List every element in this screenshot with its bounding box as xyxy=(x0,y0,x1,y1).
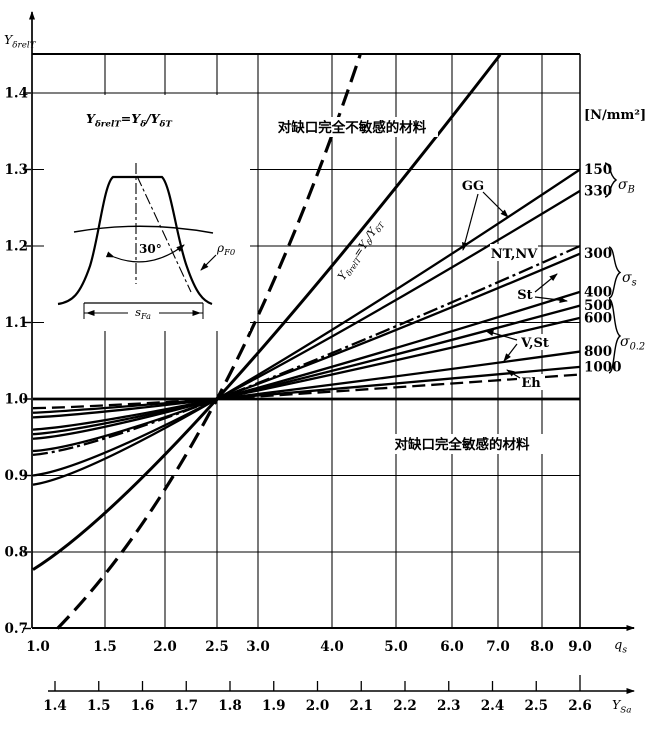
brace-group-2 xyxy=(608,298,622,374)
leader-arrow-St xyxy=(534,296,568,304)
ysa-tick-label-2.4: 2.4 xyxy=(481,698,505,714)
dim-label-bg xyxy=(128,304,159,319)
strength-value-150: 150 xyxy=(584,162,612,178)
material-label-bg xyxy=(515,334,555,350)
fillet-radius-arrow xyxy=(200,254,217,271)
y-tick-label-1.3: 1.3 xyxy=(5,162,29,178)
brace-group-0 xyxy=(604,162,618,198)
material-label-VSt: V,St xyxy=(520,336,549,351)
sigma-symbol-1: σs xyxy=(622,270,637,289)
tangent-30deg-line xyxy=(136,175,192,293)
material-label-bg xyxy=(490,244,538,261)
ysa-tick-label-2.2: 2.2 xyxy=(393,698,417,714)
ysa-tick-label-2.3: 2.3 xyxy=(437,698,461,714)
material-label-bg xyxy=(455,174,491,193)
ysa-tick-label-1.5: 1.5 xyxy=(87,698,111,714)
ysa-tick-label-1.4: 1.4 xyxy=(43,698,67,714)
tooth-profile-group xyxy=(57,163,214,306)
y-axis-label: YδrelT xyxy=(4,32,37,50)
leader-arrow-GG xyxy=(482,191,509,218)
x-tick-label-9: 9.0 xyxy=(568,639,592,655)
y-tick-label-0.9: 0.9 xyxy=(5,468,29,484)
limit-line-dashed xyxy=(56,54,362,630)
region-label-notch-sensitive-bg xyxy=(378,434,546,454)
leader-arrow-Eh xyxy=(506,369,521,379)
chord-sFa-label: sFa xyxy=(135,305,151,321)
y-tick-label-1.1: 1.1 xyxy=(5,315,29,331)
fillet-radius-label: ρF0 xyxy=(216,241,236,257)
strength-value-600: 600 xyxy=(584,310,612,326)
x-tick-label-1.5: 1.5 xyxy=(93,639,117,655)
region-label-notch-insensitive-bg xyxy=(266,117,438,137)
inset-formula: YδrelT=Yδ/YδT xyxy=(86,111,173,129)
brace-group-1 xyxy=(608,246,622,299)
sigma-symbol-0: σB xyxy=(618,177,635,196)
region-label-notch-sensitive: 对缺口完全敏感的材料 xyxy=(395,436,530,453)
material-label-bg xyxy=(517,374,545,390)
leader-arrow-St xyxy=(534,273,558,293)
x-tick-label-2: 2.0 xyxy=(153,639,177,655)
unit-label: [N/mm²] xyxy=(584,108,646,123)
y-tick-label-0.7: 0.7 xyxy=(5,621,29,637)
strength-value-800: 800 xyxy=(584,344,612,360)
strength-value-300: 300 xyxy=(584,246,612,262)
ysa-tick-label-2: 2.0 xyxy=(306,698,330,714)
ysa-tick-label-1.7: 1.7 xyxy=(175,698,199,714)
inset-tooth-drawing: YδrelT=Yδ/YδT 30° ρF0 sFa xyxy=(44,95,250,331)
leader-arrow-GG xyxy=(462,193,479,251)
material-label-Eh: Eh xyxy=(521,376,541,391)
angle-arc xyxy=(105,244,185,263)
x-tick-label-4: 4.0 xyxy=(320,639,344,655)
material-label-St: St xyxy=(517,288,532,303)
curve-Eh xyxy=(32,373,581,410)
material-label-NTNV: NT,NV xyxy=(491,247,539,262)
strength-value-1000: 1000 xyxy=(584,359,622,375)
y-tick-label-1.2: 1.2 xyxy=(5,239,29,255)
region-label-notch-insensitive: 对缺口完全不敏感的材料 xyxy=(278,119,427,136)
ysa-tick-label-2.5: 2.5 xyxy=(525,698,549,714)
x-tick-label-2.5: 2.5 xyxy=(205,639,229,655)
strength-value-500: 500 xyxy=(584,298,612,314)
x-tick-label-3: 3.0 xyxy=(246,639,270,655)
x-tick-label-6: 6.0 xyxy=(440,639,464,655)
x-tick-label-8: 8.0 xyxy=(530,639,554,655)
strength-value-400: 400 xyxy=(584,284,612,300)
angle-30-label: 30° xyxy=(139,242,162,256)
ysa-tick-label-1.6: 1.6 xyxy=(131,698,155,714)
material-label-GG: GG xyxy=(462,179,484,194)
leader-arrow-VSt xyxy=(503,343,518,362)
x-tick-label-7: 7.0 xyxy=(486,639,510,655)
y-tick-label-0.8: 0.8 xyxy=(5,545,29,561)
material-label-bg xyxy=(512,286,538,302)
x-tick-label-1: 1.0 xyxy=(26,639,50,655)
sigma-symbol-2: σ0.2 xyxy=(620,334,645,353)
ysa-tick-label-2.1: 2.1 xyxy=(350,698,374,714)
x-axis-label: qs xyxy=(614,638,627,655)
root-circle-arc xyxy=(73,225,214,234)
leader-arrow-VSt xyxy=(485,330,518,341)
ysa-tick-label-2.6: 2.6 xyxy=(568,698,592,714)
y-tick-label-1: 1.0 xyxy=(5,392,29,408)
ysa-axis-label: YSa xyxy=(612,697,631,715)
y-tick-label-1.4: 1.4 xyxy=(5,86,29,102)
ysa-tick-label-1.8: 1.8 xyxy=(218,698,242,714)
strength-value-330: 330 xyxy=(584,183,612,199)
x-tick-label-5: 5.0 xyxy=(384,639,408,655)
ysa-tick-label-1.9: 1.9 xyxy=(262,698,286,714)
